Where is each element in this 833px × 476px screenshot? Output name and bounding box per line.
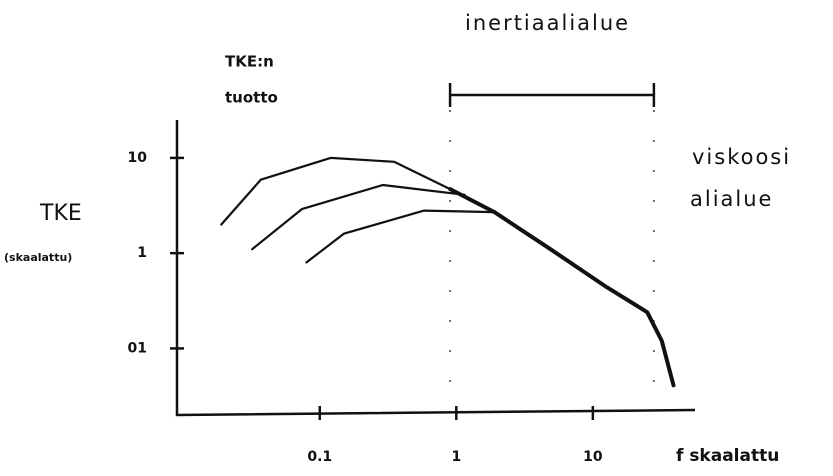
y-tick-label: 01 xyxy=(128,340,147,356)
x-tick-label: 10 xyxy=(583,449,603,465)
curve xyxy=(252,185,464,249)
y-tick-label: 10 xyxy=(128,150,148,166)
axes xyxy=(177,120,695,415)
y-axis-sublabel: (skaalattu) xyxy=(4,251,72,264)
inertial-label: inertiaalialue xyxy=(465,11,630,35)
production-label: tuotto xyxy=(225,89,278,107)
x-tick-label: 1 xyxy=(451,449,461,465)
y-axis-label: TKE xyxy=(39,201,82,226)
viscous-label: alialue xyxy=(690,187,773,211)
chart: inertiaalialue TKE:n tuotto viskoosi ali… xyxy=(0,0,833,472)
y-tick-label: 1 xyxy=(137,245,147,261)
x-axis-label: f skaalattu xyxy=(676,446,779,466)
viscous-label: viskoosi xyxy=(692,145,791,169)
curve xyxy=(307,211,495,263)
curve xyxy=(221,158,450,225)
x-tick-label: 0.1 xyxy=(307,449,332,465)
production-label: TKE:n xyxy=(225,53,274,71)
curve xyxy=(450,189,673,385)
